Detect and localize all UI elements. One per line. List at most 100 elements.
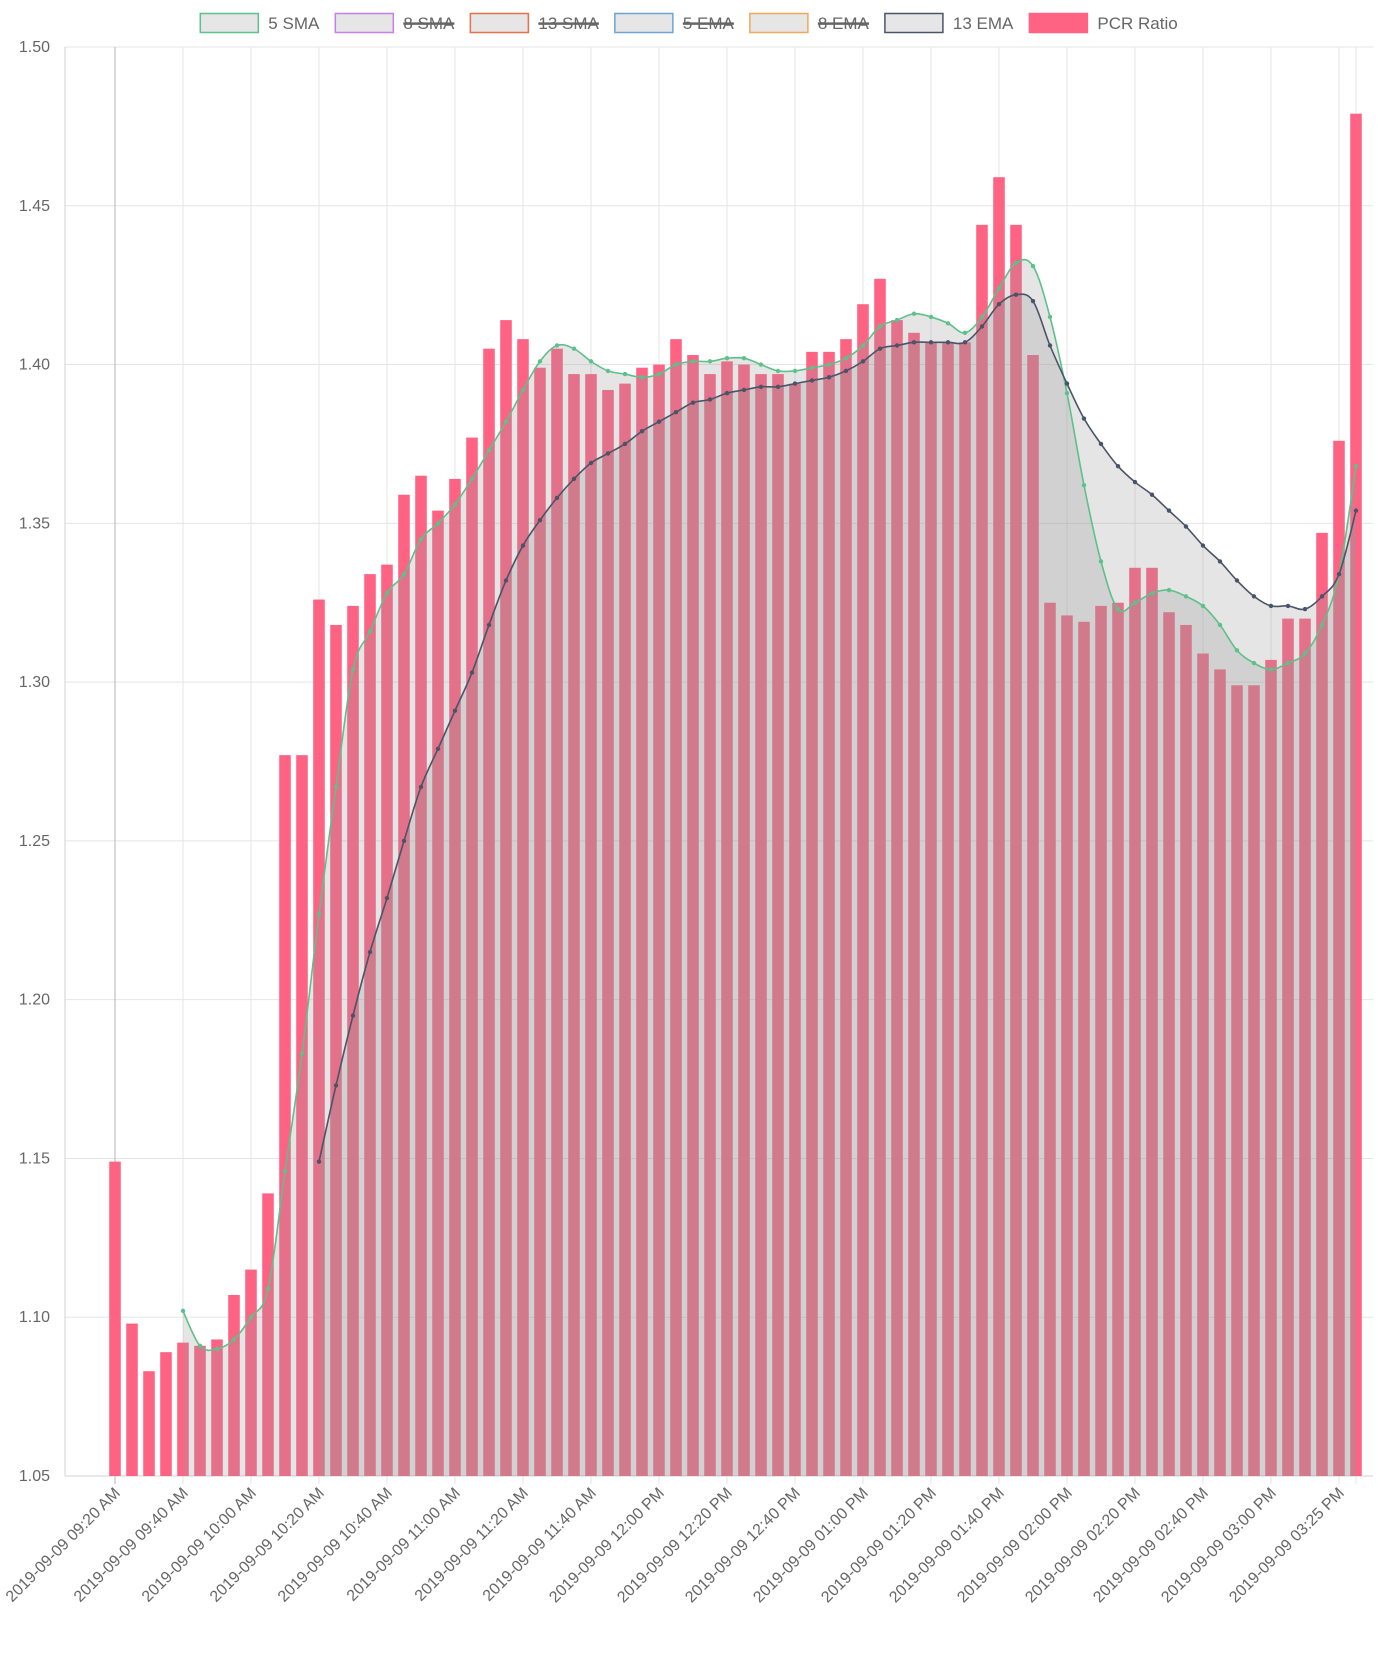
5-sma-point[interactable] <box>554 343 560 348</box>
5-sma-point[interactable] <box>911 311 917 316</box>
13-ema-point[interactable] <box>503 578 509 583</box>
5-sma-point[interactable] <box>350 667 356 672</box>
5-sma-point[interactable] <box>469 476 475 482</box>
13-ema-point[interactable] <box>1166 508 1172 513</box>
5-sma-point[interactable] <box>843 356 849 361</box>
13-ema-point[interactable] <box>656 419 662 424</box>
5-sma-point[interactable] <box>452 502 458 507</box>
13-ema-point[interactable] <box>707 397 713 402</box>
5-sma-point[interactable] <box>435 521 441 526</box>
5-sma-point[interactable] <box>758 362 764 367</box>
5-sma-point[interactable] <box>1081 483 1087 488</box>
5-sma-point[interactable] <box>588 359 594 364</box>
13-ema-point[interactable] <box>435 746 441 751</box>
legend-item-ema8[interactable]: 8 EMA <box>749 12 870 34</box>
5-sma-point[interactable] <box>316 911 322 917</box>
5-sma-point[interactable] <box>690 359 696 364</box>
5-sma-point[interactable] <box>622 371 628 377</box>
5-sma-point[interactable] <box>979 314 985 320</box>
5-sma-point[interactable] <box>197 1343 203 1349</box>
5-sma-point[interactable] <box>180 1308 186 1314</box>
5-sma-point[interactable] <box>1234 648 1240 653</box>
5-sma-point[interactable] <box>673 362 679 367</box>
5-sma-point[interactable] <box>1353 463 1359 469</box>
13-ema-point[interactable] <box>367 949 373 955</box>
5-sma-point[interactable] <box>1285 660 1291 666</box>
5-sma-point[interactable] <box>860 343 866 348</box>
5-sma-point[interactable] <box>809 365 815 370</box>
5-sma-point[interactable] <box>282 1168 288 1174</box>
13-ema-point[interactable] <box>758 384 764 389</box>
13-ema-point[interactable] <box>486 622 492 628</box>
13-ema-point[interactable] <box>979 324 985 329</box>
13-ema-point[interactable] <box>1234 578 1240 583</box>
5-sma-point[interactable] <box>605 368 611 374</box>
5-sma-point[interactable] <box>639 375 645 380</box>
5-sma-point[interactable] <box>724 356 730 361</box>
5-sma-point[interactable] <box>707 359 713 364</box>
5-sma-point[interactable] <box>1217 622 1223 628</box>
13-ema-point[interactable] <box>571 476 577 482</box>
5-sma-point[interactable] <box>401 571 407 577</box>
legend-item-ema5[interactable]: 5 EMA <box>614 12 735 34</box>
5-sma-point[interactable] <box>248 1315 254 1320</box>
13-ema-point[interactable] <box>401 838 407 844</box>
5-sma-point[interactable] <box>571 346 577 351</box>
13-ema-point[interactable] <box>843 368 849 374</box>
5-sma-point[interactable] <box>1166 587 1172 593</box>
legend-item-pcr[interactable]: PCR Ratio <box>1028 12 1178 34</box>
5-sma-point[interactable] <box>962 330 968 335</box>
5-sma-point[interactable] <box>1064 390 1070 396</box>
5-sma-point[interactable] <box>741 356 747 361</box>
5-sma-point[interactable] <box>520 387 526 393</box>
13-ema-point[interactable] <box>350 1013 356 1018</box>
legend-item-ema13[interactable]: 13 EMA <box>884 12 1014 34</box>
5-sma-point[interactable] <box>1302 651 1308 656</box>
5-sma-point[interactable] <box>792 368 798 374</box>
13-ema-point[interactable] <box>690 400 696 405</box>
13-ema-point[interactable] <box>333 1083 339 1088</box>
5-sma-point[interactable] <box>299 1051 305 1056</box>
5-sma-point[interactable] <box>1013 260 1019 266</box>
5-sma-point[interactable] <box>486 448 492 453</box>
5-sma-point[interactable] <box>1149 590 1155 596</box>
13-ema-point[interactable] <box>724 390 730 396</box>
13-ema-point[interactable] <box>1336 571 1342 577</box>
5-sma-point[interactable] <box>1183 594 1189 599</box>
13-ema-point[interactable] <box>911 340 917 345</box>
5-sma-point[interactable] <box>656 371 662 377</box>
5-sma-point[interactable] <box>1098 559 1104 564</box>
13-ema-point[interactable] <box>1098 441 1104 447</box>
5-sma-point[interactable] <box>1132 600 1138 605</box>
legend-item-sma13[interactable]: 13 SMA <box>469 12 599 34</box>
5-sma-point[interactable] <box>1200 603 1206 609</box>
13-ema-point[interactable] <box>962 340 968 345</box>
13-ema-point[interactable] <box>1013 292 1019 297</box>
13-ema-point[interactable] <box>1047 343 1053 348</box>
13-ema-point[interactable] <box>1064 381 1070 386</box>
5-sma-point[interactable] <box>1268 667 1274 672</box>
13-ema-point[interactable] <box>469 670 475 675</box>
legend-item-sma8[interactable]: 8 SMA <box>334 12 455 34</box>
13-ema-point[interactable] <box>1115 463 1121 469</box>
5-sma-point[interactable] <box>1319 622 1325 628</box>
13-ema-point[interactable] <box>775 384 781 389</box>
5-sma-point[interactable] <box>418 537 424 542</box>
13-ema-point[interactable] <box>639 429 645 434</box>
5-sma-point[interactable] <box>1251 660 1257 666</box>
5-sma-point[interactable] <box>1030 263 1036 269</box>
13-ema-point[interactable] <box>1183 524 1189 529</box>
13-ema-point[interactable] <box>605 451 611 456</box>
5-sma-point[interactable] <box>826 362 832 367</box>
13-ema-point[interactable] <box>673 409 679 415</box>
13-ema-point[interactable] <box>860 359 866 364</box>
5-sma-point[interactable] <box>928 314 934 320</box>
5-sma-point[interactable] <box>1115 606 1121 612</box>
5-sma-point[interactable] <box>384 590 390 596</box>
13-ema-point[interactable] <box>1353 508 1359 513</box>
5-sma-point[interactable] <box>537 359 543 364</box>
13-ema-point[interactable] <box>316 1159 322 1164</box>
13-ema-point[interactable] <box>1081 416 1087 421</box>
13-ema-point[interactable] <box>1251 594 1257 599</box>
13-ema-point[interactable] <box>1268 603 1274 609</box>
